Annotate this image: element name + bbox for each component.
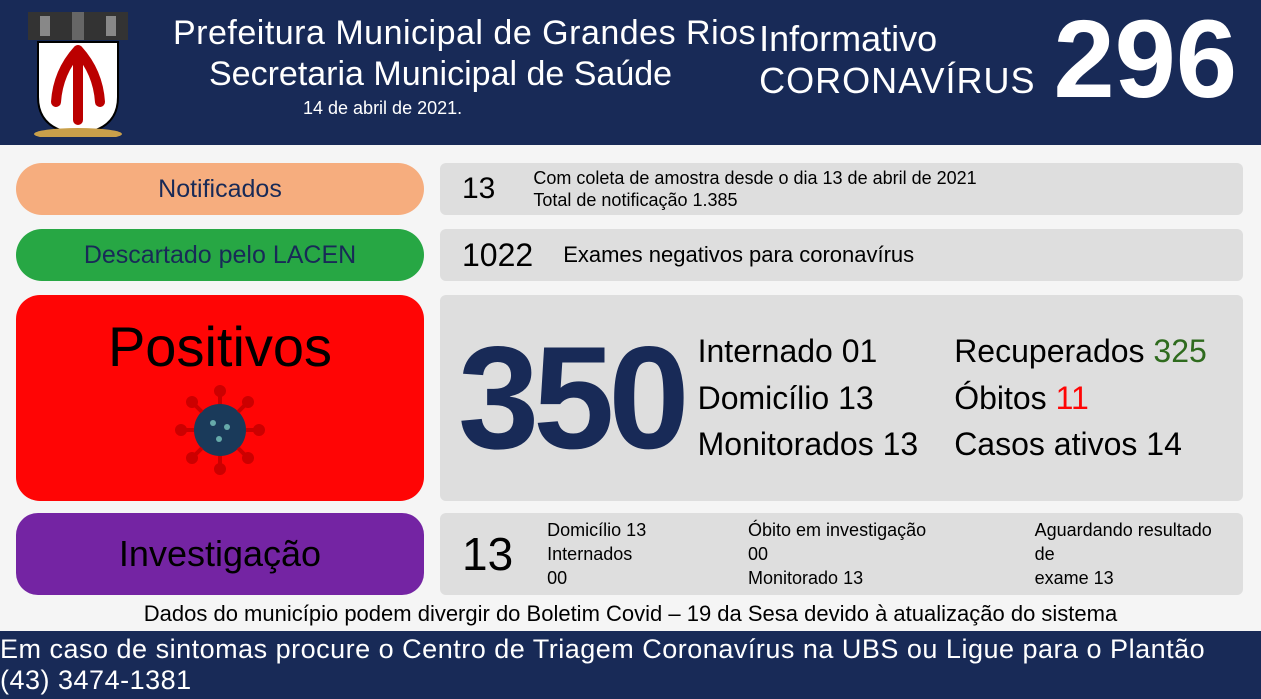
header-line1: Prefeitura Municipal de Grandes Rios (173, 14, 756, 53)
header-date: 14 de abril de 2021. (303, 98, 756, 119)
investigacao-label: Investigação (119, 533, 321, 575)
notificados-pill: Notificados (16, 163, 424, 215)
informativo-label1: Informativo (759, 18, 1035, 60)
lacen-pill: Descartado pelo LACEN (16, 229, 424, 281)
notificados-sub2: Total de notificação 1.385 (533, 189, 976, 212)
investigacao-internados: Internados 00 (547, 542, 649, 591)
positivos-domicilio: Domicílio 13 (698, 375, 919, 421)
body-area: Notificados 13 Com coleta de amostra des… (0, 145, 1261, 631)
lacen-sub: Exames negativos para coronavírus (563, 242, 914, 268)
positivos-value: 350 (458, 325, 684, 471)
positivos-casos-ativos: Casos ativos 14 (954, 421, 1207, 467)
header-right: Informativo CORONAVÍRUS 296 (759, 8, 1237, 113)
lacen-value: 1022 (462, 237, 533, 274)
notificados-label: Notificados (158, 175, 282, 204)
header-band: Prefeitura Municipal de Grandes Rios Sec… (0, 0, 1261, 145)
notificados-value: 13 (462, 172, 495, 206)
notificados-panel: 13 Com coleta de amostra desde o dia 13 … (440, 163, 1243, 215)
lacen-panel: 1022 Exames negativos para coronavírus (440, 229, 1243, 281)
investigacao-aguardando2: exame 13 (1035, 566, 1221, 590)
investigacao-pill: Investigação (16, 513, 424, 595)
investigacao-obito: Óbito em investigação 00 (748, 518, 935, 567)
investigacao-panel: 13 Domicílio 13 Internados 00 Óbito em i… (440, 513, 1243, 595)
positivos-pill: Positivos (16, 295, 424, 501)
positivos-label: Positivos (108, 314, 332, 379)
footer-band: Em caso de sintomas procure o Centro de … (0, 631, 1261, 699)
positivos-obitos: Óbitos 11 (954, 375, 1207, 421)
investigacao-value: 13 (462, 527, 513, 581)
notificados-sub1: Com coleta de amostra desde o dia 13 de … (533, 167, 976, 190)
positivos-monitorados: Monitorados 13 (698, 421, 919, 467)
footnote: Dados do município podem divergir do Bol… (0, 601, 1261, 627)
footer-text: Em caso de sintomas procure o Centro de … (0, 634, 1261, 696)
positivos-recuperados: Recuperados 325 (954, 328, 1207, 374)
header-title-block: Prefeitura Municipal de Grandes Rios Sec… (173, 14, 756, 119)
virus-icon (175, 385, 265, 475)
lacen-label: Descartado pelo LACEN (84, 241, 356, 270)
bulletin-number: 296 (1053, 8, 1237, 113)
informativo-label2: CORONAVÍRUS (759, 60, 1035, 102)
positivos-internado: Internado 01 (698, 328, 919, 374)
header-line2: Secretaria Municipal de Saúde (209, 55, 756, 94)
investigacao-aguardando1: Aguardando resultado de (1035, 518, 1221, 567)
investigacao-domicilio: Domicílio 13 (547, 518, 649, 542)
investigacao-monitorado: Monitorado 13 (748, 566, 935, 590)
positivos-panel: 350 Internado 01 Domicílio 13 Monitorado… (440, 295, 1243, 501)
municipal-crest-icon (18, 12, 138, 137)
